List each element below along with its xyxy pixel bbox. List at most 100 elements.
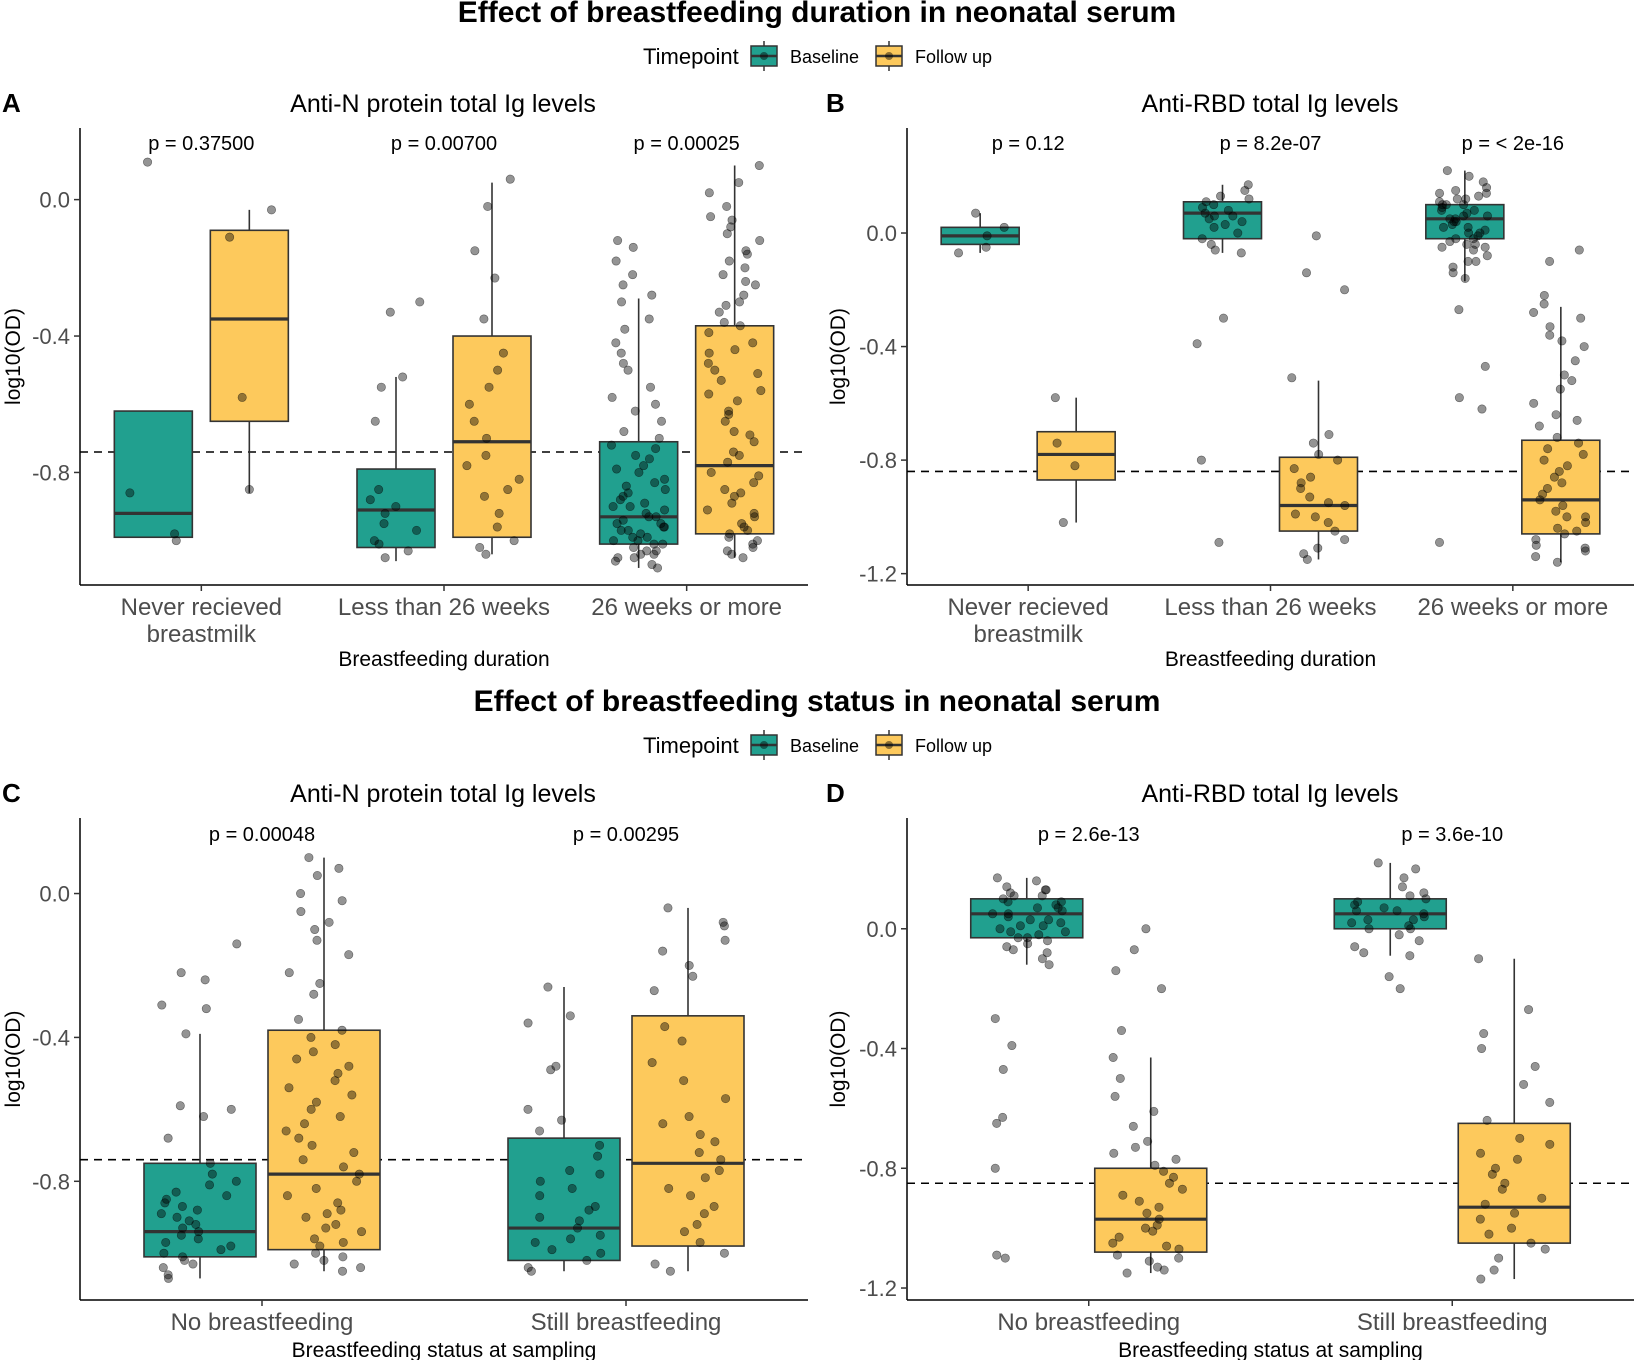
- y-axis-title: log10(OD): [827, 1011, 850, 1108]
- data-point: [1535, 495, 1545, 505]
- data-point: [1471, 256, 1481, 266]
- p-value-label: p = 0.00048: [209, 824, 315, 846]
- data-point: [1580, 543, 1590, 553]
- data-point: [1451, 217, 1461, 227]
- data-point: [380, 553, 390, 563]
- data-point: [1474, 954, 1484, 964]
- data-point: [1112, 1250, 1122, 1260]
- data-point: [621, 481, 631, 491]
- data-point: [660, 505, 670, 515]
- panel-letter: B: [826, 88, 845, 118]
- x-tick-label: breastmilk: [973, 621, 1083, 648]
- data-point: [954, 248, 964, 258]
- data-point: [479, 314, 489, 324]
- data-point: [631, 450, 641, 460]
- data-point: [582, 1255, 592, 1265]
- x-axis-title: Breastfeeding status at sampling: [1118, 1339, 1423, 1360]
- data-point: [464, 399, 474, 409]
- data-point: [684, 1112, 694, 1122]
- legend-label-follow-up: Follow up: [915, 47, 992, 67]
- data-point: [623, 525, 633, 535]
- data-point: [1058, 518, 1068, 528]
- data-point: [613, 236, 623, 246]
- data-point: [347, 1090, 357, 1100]
- data-point: [543, 982, 553, 992]
- data-point: [311, 1183, 321, 1193]
- data-point: [1150, 1160, 1160, 1170]
- p-value-label: p = 8.2e-07: [1220, 133, 1322, 155]
- box-baseline: [143, 1162, 257, 1258]
- data-point: [628, 242, 638, 252]
- data-point: [1308, 438, 1318, 448]
- x-tick-label: Still breastfeeding: [1357, 1309, 1548, 1336]
- data-point: [642, 532, 652, 542]
- data-point: [370, 416, 380, 426]
- data-point: [573, 1223, 583, 1233]
- panel-title: Anti-RBD total Ig levels: [1141, 90, 1398, 118]
- data-point: [335, 1112, 345, 1122]
- data-point: [755, 236, 765, 246]
- data-point: [1421, 894, 1431, 904]
- data-point: [651, 512, 661, 522]
- data-point: [1524, 1005, 1534, 1015]
- data-point: [1419, 888, 1429, 898]
- data-point: [172, 1212, 182, 1222]
- data-point: [1311, 231, 1321, 241]
- data-point: [565, 1011, 575, 1021]
- data-point: [617, 297, 627, 307]
- x-tick-label: Never recieved: [121, 594, 282, 621]
- box-follow-up: [1093, 1167, 1208, 1253]
- data-point: [171, 536, 181, 546]
- data-point: [163, 1270, 173, 1280]
- data-point: [1313, 543, 1323, 553]
- data-point: [1449, 217, 1459, 227]
- data-point: [398, 372, 408, 382]
- data-point: [1461, 194, 1471, 204]
- data-point: [1539, 455, 1549, 465]
- data-point: [374, 539, 384, 549]
- y-tick-label: 0.0: [39, 188, 70, 213]
- data-point: [1044, 960, 1054, 970]
- p-value-label: p = < 2e-16: [1462, 133, 1564, 155]
- data-point: [982, 231, 992, 241]
- data-point: [1143, 1136, 1153, 1146]
- data-point: [999, 222, 1009, 232]
- data-point: [462, 461, 472, 471]
- data-point: [1031, 876, 1041, 886]
- panel-d: D Anti-RBD total Ig levels 0.0 -0.4 -0.8 -1…: [826, 778, 1634, 1360]
- data-point: [704, 348, 714, 358]
- data-point: [1008, 945, 1018, 955]
- data-point: [175, 1101, 185, 1111]
- data-point: [1459, 200, 1469, 210]
- panel-letter: A: [2, 88, 21, 118]
- data-point: [1015, 921, 1025, 931]
- data-point: [337, 896, 347, 906]
- data-point: [595, 1230, 605, 1240]
- data-point: [1574, 245, 1584, 255]
- panel-title: Anti-N protein total Ig levels: [290, 90, 596, 118]
- data-point: [971, 208, 981, 218]
- data-point: [1487, 1169, 1497, 1179]
- data-point: [1394, 930, 1404, 940]
- data-point: [699, 1209, 709, 1219]
- data-point: [748, 542, 758, 552]
- data-point: [193, 1234, 203, 1244]
- data-point: [1340, 501, 1350, 511]
- data-point: [1324, 430, 1334, 440]
- data-point: [298, 1155, 308, 1165]
- data-point: [1006, 927, 1016, 937]
- data-point: [315, 1241, 325, 1251]
- data-point: [523, 1263, 533, 1273]
- data-point: [714, 1166, 724, 1176]
- data-point: [1228, 211, 1238, 221]
- legend-bottom: Timepoint Baseline Follow up: [643, 730, 992, 760]
- data-point: [159, 1248, 169, 1258]
- data-point: [1579, 342, 1589, 352]
- data-point: [613, 553, 623, 563]
- data-point: [1555, 384, 1565, 394]
- data-point: [716, 1155, 726, 1165]
- data-point: [1164, 1178, 1174, 1188]
- data-point: [739, 522, 749, 532]
- data-point: [650, 1259, 660, 1269]
- data-point: [1392, 906, 1402, 916]
